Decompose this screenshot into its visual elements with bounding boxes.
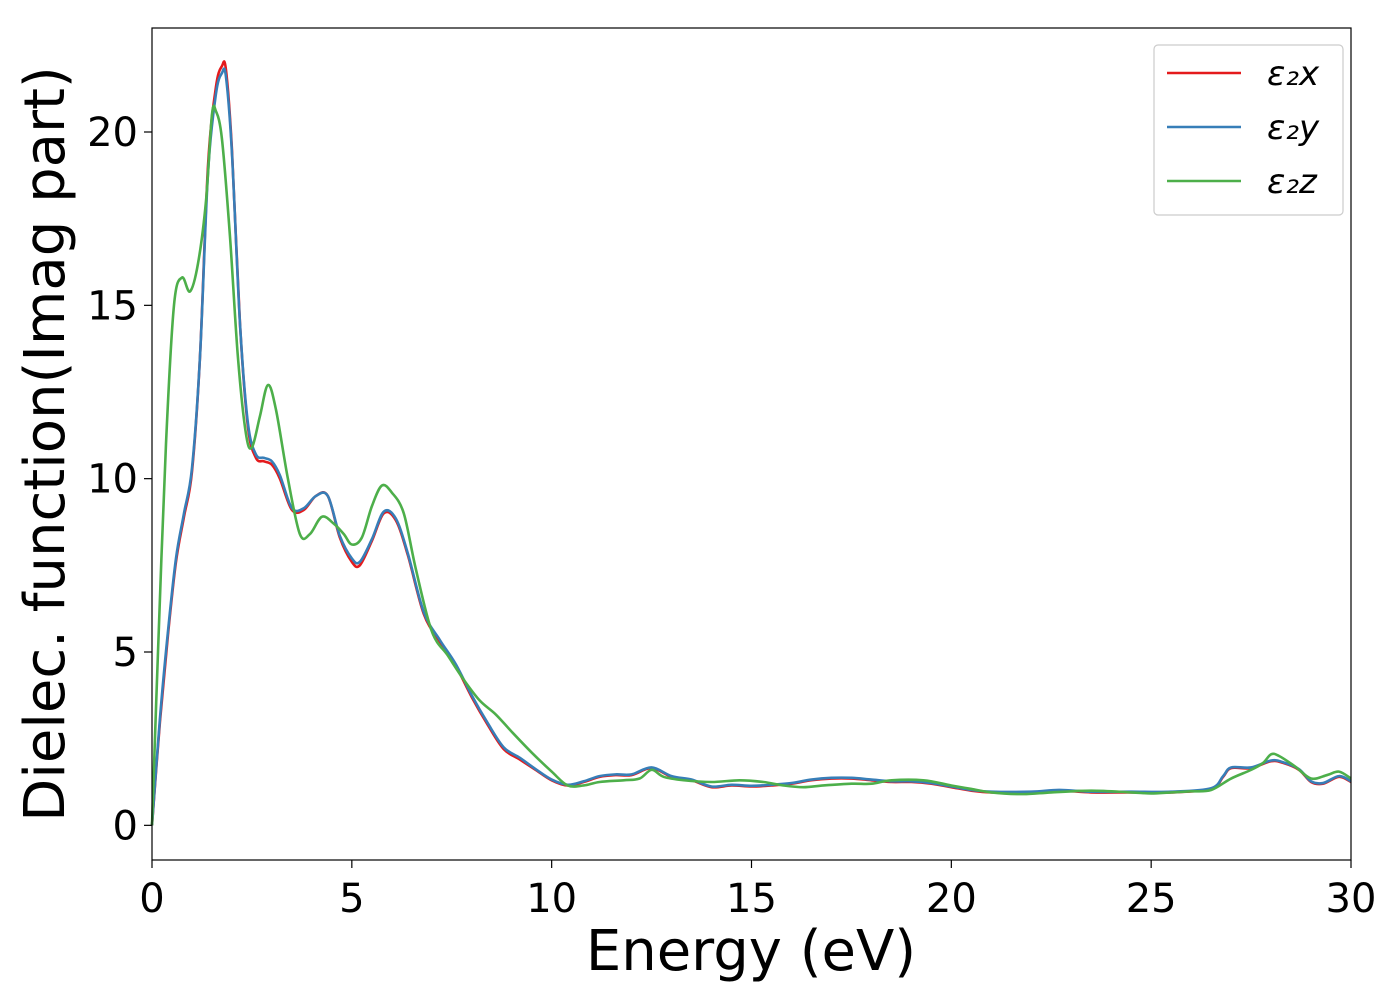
y-tick-label: 20 <box>87 110 138 156</box>
x-tick-label: 25 <box>1126 876 1177 922</box>
series-layer <box>150 60 1352 826</box>
x-tick-label: 30 <box>1326 876 1377 922</box>
y-axis: 0 5 10 15 20 <box>87 110 152 849</box>
y-tick-label: 15 <box>87 283 138 329</box>
series-line-z <box>150 104 1352 826</box>
legend-box <box>1153 44 1344 216</box>
x-axis-title: Energy (eV) <box>586 919 916 984</box>
legend-label: ε₂y <box>1267 108 1320 148</box>
y-tick-label: 0 <box>113 803 138 849</box>
x-tick-label: 10 <box>526 876 577 922</box>
x-tick-label: 0 <box>139 876 164 922</box>
x-tick-label: 20 <box>926 876 977 922</box>
x-axis: 0 5 10 15 20 25 30 <box>139 860 1376 922</box>
x-tick-label: 5 <box>339 876 364 922</box>
y-axis-title: Dielec. function(Imag part) <box>13 66 78 822</box>
y-tick-label: 10 <box>87 457 138 503</box>
legend: ε₂x ε₂y ε₂z <box>1153 44 1344 216</box>
y-tick-label: 5 <box>113 630 138 676</box>
legend-label: ε₂z <box>1267 162 1318 202</box>
x-tick-label: 15 <box>726 876 777 922</box>
legend-label: ε₂x <box>1267 54 1320 94</box>
plot-background <box>152 28 1351 860</box>
